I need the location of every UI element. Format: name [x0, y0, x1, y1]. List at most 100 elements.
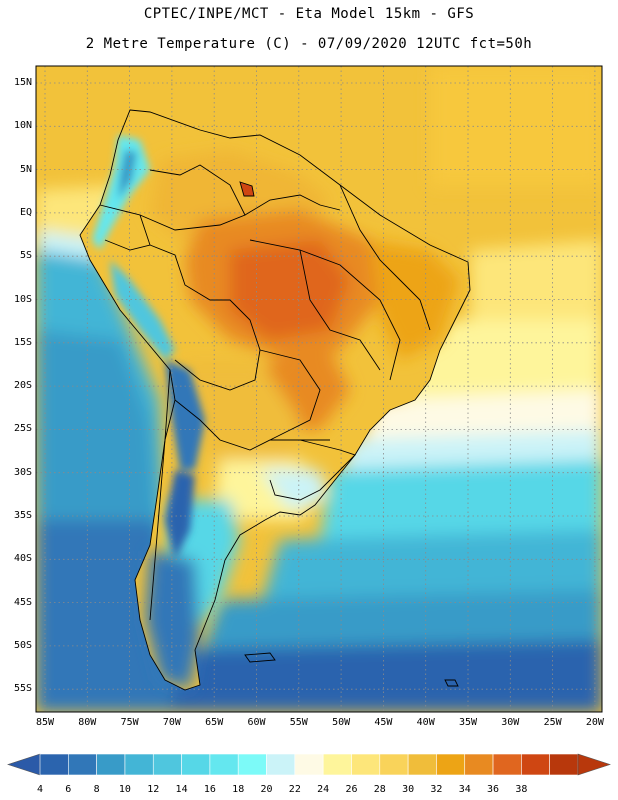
land-zone-central-andes-coldest	[165, 470, 195, 560]
colorbar-low-extend-arrow	[7, 753, 41, 776]
map-title-line-1: CPTEC/INPE/MCT - Eta Model 15km - GFS	[143, 6, 475, 22]
latitude-label: 5S	[19, 250, 32, 262]
colorbar-tick-label: 32	[430, 784, 443, 795]
colorbar-segment	[521, 753, 550, 776]
colorbar-segment	[39, 753, 69, 776]
colorbar-high-extend-arrow	[577, 753, 611, 776]
border-paraguay	[259, 349, 321, 441]
longitude-label: 60W	[247, 717, 266, 728]
colorbar-segment	[407, 753, 437, 776]
colorbar-segment	[322, 753, 352, 776]
falkland-islands-outline	[244, 652, 276, 663]
longitude-label: 45W	[374, 717, 393, 728]
brazil-state-lines-central	[249, 239, 401, 381]
land-zone-uruguay-cool	[260, 470, 330, 510]
colorbar-tick-label: 38	[515, 784, 528, 795]
longitude-label: 35W	[458, 717, 478, 728]
colorbar-tick-label: 20	[260, 784, 273, 795]
latitude-label: 40S	[13, 553, 32, 565]
ocean-band-atlantic-warm	[470, 240, 602, 330]
latitude-label: EQ	[19, 206, 32, 218]
colorbar-tick-label: 22	[288, 784, 301, 795]
colorbar-segment	[379, 753, 409, 776]
colorbar-tick-label: 26	[345, 784, 358, 795]
latitude-label: 15N	[13, 77, 32, 88]
ocean-band-pacific-cold	[36, 520, 170, 712]
longitude-label: 70W	[162, 717, 181, 728]
latitude-label: 15S	[13, 336, 32, 348]
ocean-band-atlantic-cool	[360, 390, 602, 445]
colorbar-segment	[96, 753, 126, 776]
colorbar	[7, 753, 611, 776]
longitude-label: 55W	[289, 717, 308, 728]
latitude-label: 50S	[13, 639, 32, 651]
colorbar-tick-label: 10	[118, 784, 131, 795]
border-colombia-venezuela	[139, 164, 246, 231]
ocean-band-atlantic-south	[260, 530, 602, 610]
colorbar-segment	[351, 753, 381, 776]
longitude-label: 65W	[205, 717, 224, 728]
longitude-label: 80W	[78, 717, 97, 728]
longitude-label: 85W	[35, 717, 55, 728]
temperature-field	[36, 66, 602, 712]
longitude-label: 40W	[416, 717, 435, 728]
colorbar-tick-label: 6	[65, 784, 72, 795]
colorbar-tick-label: 4	[36, 784, 44, 795]
colorbar-segment	[266, 753, 296, 776]
ocean-band-north-atlantic	[430, 66, 602, 186]
colorbar-segment	[209, 753, 239, 776]
colorbar-tick-label: 28	[373, 784, 386, 795]
colorbar-segment	[492, 753, 522, 776]
land-zone-chaco	[180, 360, 300, 480]
land-zone-colombian-andes-coldest	[118, 150, 137, 200]
latitude-label: 45S	[13, 596, 32, 608]
lake-maracaibo-outline	[239, 181, 255, 197]
latitude-label: 30S	[13, 466, 32, 478]
colorbar-tick-label: 34	[458, 784, 471, 795]
colorbar-tick-label: 8	[93, 784, 100, 795]
colorbar-segment	[68, 753, 97, 776]
colorbar-segment	[124, 753, 154, 776]
colorbar-tick-label: 24	[317, 784, 330, 795]
brazil-state-lines-north	[339, 184, 431, 331]
longitude-label: 50W	[332, 717, 351, 728]
ocean-band-atlantic-mid	[320, 460, 602, 545]
border-peru-bolivia	[149, 244, 261, 391]
colorbar-tick-label: 30	[402, 784, 415, 795]
land-zone-patagonia-andes-cold	[145, 550, 200, 690]
colorbar-tick-label: 16	[203, 784, 216, 795]
land-zone-northeast-brazil	[370, 240, 460, 360]
longitude-label: 25W	[543, 717, 562, 728]
south-georgia-outline	[444, 679, 459, 687]
colorbar-segment	[152, 753, 182, 776]
colorbar-segment	[294, 753, 324, 776]
colorbar-segment	[436, 753, 466, 776]
map-frame	[35, 65, 603, 713]
continent-coastline	[79, 109, 471, 691]
map-title-line-2: 2 Metre Temperature (C) - 07/09/2020 12U…	[85, 36, 533, 52]
latitude-label: 35S	[13, 510, 32, 521]
border-chile-argentina	[149, 369, 171, 621]
longitude-label: 30W	[501, 717, 520, 728]
colorbar-tick-label: 14	[175, 784, 188, 795]
south-america-land	[80, 110, 470, 690]
land-zone-altiplano-cold	[165, 360, 205, 470]
latitude-label: 10S	[13, 293, 32, 305]
colorbar-segment	[237, 753, 267, 776]
colorbar-segment	[549, 753, 579, 776]
latitude-label: 55S	[13, 683, 32, 695]
latitude-label: 20S	[13, 380, 32, 392]
colorbar-tick-label: 36	[487, 784, 500, 795]
land-zone-peruvian-andes	[110, 260, 175, 360]
border-guianas	[244, 194, 341, 216]
border-uruguay-rio-grande	[269, 439, 356, 501]
latitude-label: 5N	[19, 163, 32, 175]
longitude-label: 75W	[120, 717, 139, 728]
latitude-label: 25S	[13, 423, 32, 435]
colorbar-segment	[181, 753, 211, 776]
ocean-band-southern-ocean	[170, 640, 602, 712]
colorbar-tick-label: 12	[147, 784, 160, 795]
colorbar-tick-label: 18	[232, 784, 245, 795]
latitude-label: 10N	[13, 120, 32, 132]
